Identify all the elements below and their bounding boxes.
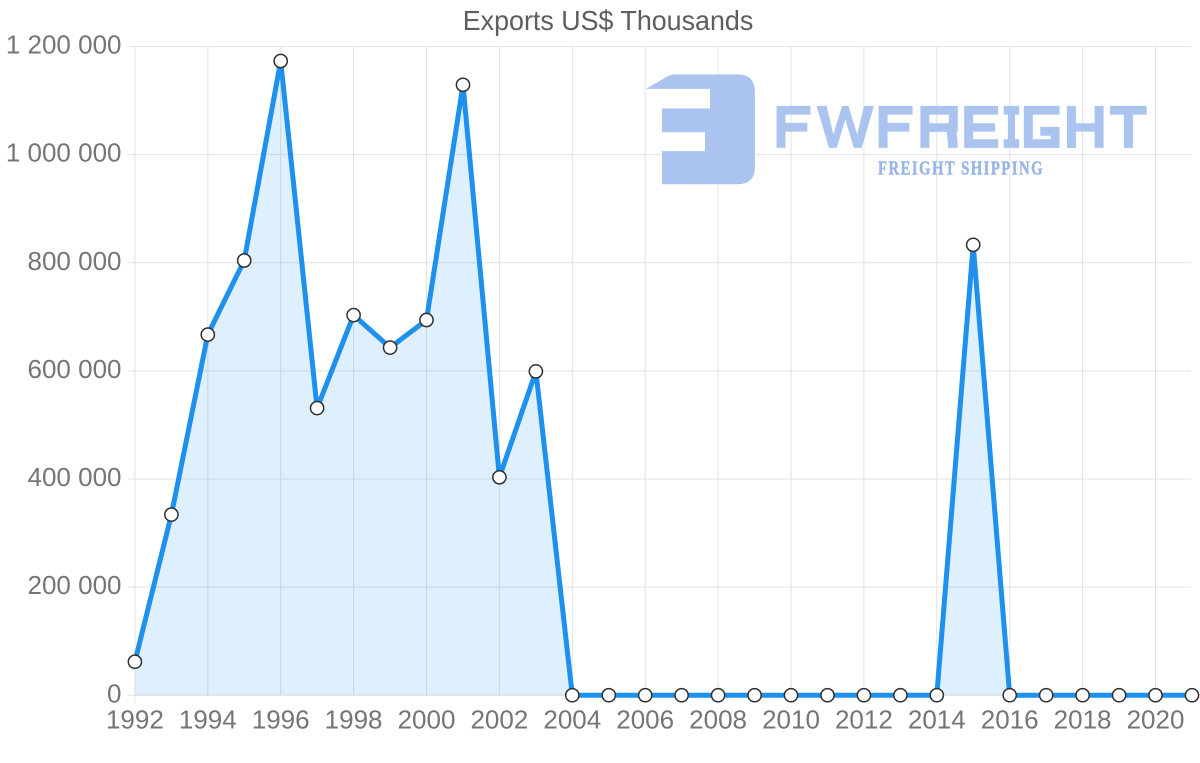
svg-text:1998: 1998 [325,705,383,735]
svg-text:2006: 2006 [616,705,674,735]
svg-text:2012: 2012 [835,705,893,735]
svg-text:2010: 2010 [762,705,820,735]
svg-text:1994: 1994 [179,705,237,735]
svg-text:400 000: 400 000 [28,462,122,492]
svg-text:800 000: 800 000 [28,246,122,276]
svg-text:1996: 1996 [252,705,310,735]
svg-text:2020: 2020 [1127,705,1185,735]
svg-text:1992: 1992 [106,705,164,735]
svg-text:0: 0 [107,678,121,708]
svg-text:1 000 000: 1 000 000 [6,138,122,168]
svg-text:2016: 2016 [981,705,1039,735]
svg-text:2002: 2002 [470,705,528,735]
svg-text:600 000: 600 000 [28,354,122,384]
svg-text:2000: 2000 [398,705,456,735]
svg-text:Exports US$ Thousands: Exports US$ Thousands [463,5,754,36]
svg-text:2014: 2014 [908,705,966,735]
svg-text:200 000: 200 000 [28,570,122,600]
svg-text:2008: 2008 [689,705,747,735]
svg-text:1 200 000: 1 200 000 [6,30,122,60]
svg-text:FREIGHT SHIPPING: FREIGHT SHIPPING [878,158,1044,180]
svg-text:2018: 2018 [1054,705,1112,735]
svg-text:2004: 2004 [543,705,601,735]
